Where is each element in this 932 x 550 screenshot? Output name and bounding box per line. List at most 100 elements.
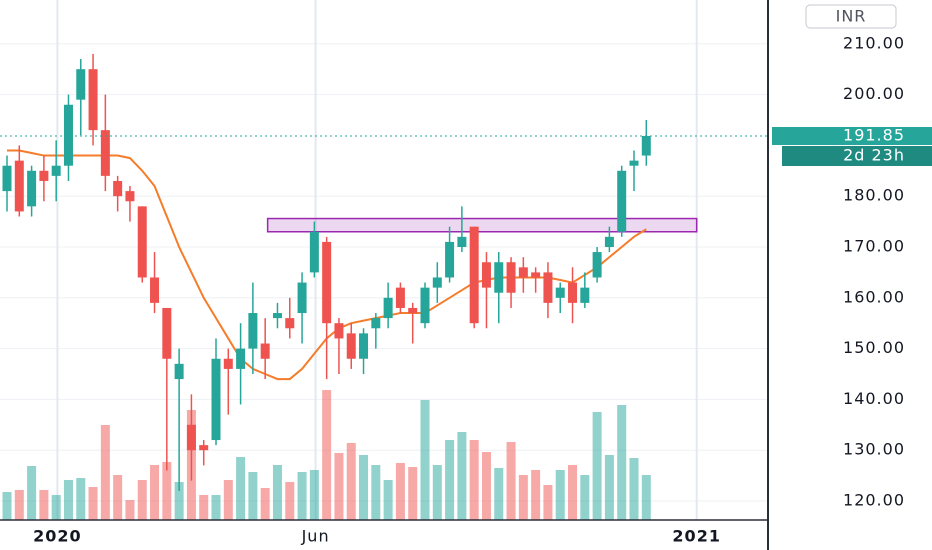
- candle-body: [125, 191, 135, 202]
- y-tick-label: 140.00: [843, 389, 905, 408]
- price-label-bg: [772, 126, 932, 145]
- candle-body: [555, 287, 565, 298]
- volume-bar: [629, 458, 639, 520]
- zone: [266, 217, 698, 233]
- volume-bar: [334, 453, 344, 520]
- volume-bar: [113, 475, 123, 520]
- volume-bar: [371, 465, 381, 520]
- volume-bar: [383, 480, 393, 520]
- candle-body: [359, 333, 369, 359]
- volume-bar: [88, 487, 98, 520]
- y-tick-label: 160.00: [843, 287, 905, 306]
- volume-bar: [63, 480, 73, 520]
- candle-body: [113, 180, 123, 197]
- y-tick-label: 120.00: [843, 491, 905, 510]
- countdown-bg: [782, 145, 932, 166]
- candle-body: [371, 318, 381, 329]
- price-label: 191.85: [843, 125, 905, 144]
- candle-body: [604, 236, 614, 247]
- currency: INR: [836, 7, 867, 26]
- candle-body: [76, 69, 86, 100]
- candle-body: [469, 226, 479, 324]
- volume-bar: [100, 425, 110, 520]
- volume-bar: [2, 492, 12, 520]
- volume-bar: [604, 455, 614, 520]
- volume-bar: [199, 495, 209, 520]
- x-tick-label: Jun: [301, 527, 330, 546]
- candle-body: [580, 287, 590, 303]
- volume-bar: [150, 465, 160, 520]
- x-tick-label: 2020: [33, 527, 82, 546]
- volume-bar: [543, 485, 553, 520]
- volume-bar: [408, 467, 418, 520]
- volume-bar: [14, 490, 24, 520]
- candle-body: [445, 241, 455, 278]
- candle-body: [494, 262, 504, 293]
- candle-body: [617, 170, 627, 232]
- candle-body: [285, 318, 295, 329]
- y-tick-label: 170.00: [843, 236, 905, 255]
- candle-body: [641, 135, 651, 156]
- candle-body: [297, 282, 307, 314]
- candle-body: [137, 206, 147, 278]
- volume-bar: [445, 440, 455, 520]
- y-tick-label: 200.00: [843, 84, 905, 103]
- countdown: 2d 23h: [843, 145, 905, 164]
- volume-bar: [531, 470, 541, 520]
- y-tick-label: 180.00: [843, 186, 905, 205]
- candle-body: [223, 358, 233, 369]
- volume-bar: [223, 480, 233, 520]
- candle-body: [568, 282, 578, 303]
- volume-bar: [420, 400, 430, 520]
- candle-body: [272, 313, 282, 319]
- candle-body: [211, 358, 221, 441]
- candle-body: [629, 160, 639, 166]
- volume-bar: [248, 472, 258, 520]
- axis-bg: [769, 0, 932, 550]
- candle-body: [100, 130, 110, 176]
- volume-bar: [395, 463, 405, 520]
- candle-body: [543, 272, 553, 303]
- candle-body: [27, 170, 37, 207]
- volume-bar: [469, 440, 479, 520]
- volume-bar: [346, 443, 356, 520]
- volume-bar: [568, 465, 578, 520]
- volume-bar: [457, 432, 467, 520]
- candle-body: [383, 297, 393, 319]
- candle-body: [39, 170, 49, 181]
- volume-bar: [162, 462, 172, 520]
- candle-body: [481, 262, 491, 288]
- candle-body: [432, 277, 442, 288]
- currency-box: [805, 4, 897, 29]
- volume-bar: [481, 452, 491, 520]
- candle-body: [346, 333, 356, 359]
- volume-bar: [174, 482, 184, 520]
- volume-bar: [432, 465, 442, 520]
- y-tick-label: 150.00: [843, 338, 905, 357]
- candle-body: [531, 272, 541, 278]
- volume-bar: [592, 412, 602, 520]
- volume-bar: [236, 457, 246, 520]
- candle-body: [236, 348, 246, 369]
- x-tick-label: 2021: [672, 527, 721, 546]
- volume-bar: [260, 488, 270, 520]
- candle-body: [408, 307, 418, 314]
- volume-bar: [211, 495, 221, 520]
- candle-body: [88, 69, 98, 131]
- candle-body: [309, 231, 319, 273]
- candle-body: [260, 343, 270, 359]
- volume-bar: [76, 478, 86, 520]
- volume-bar: [285, 482, 295, 520]
- volume-bar: [27, 466, 37, 520]
- volume-bar: [272, 465, 282, 520]
- volume-bar: [506, 442, 516, 520]
- volume-bar: [125, 500, 135, 520]
- candle-body: [150, 277, 160, 303]
- candle-body: [457, 236, 467, 247]
- candle-body: [186, 424, 196, 451]
- volume-bar: [555, 470, 565, 520]
- volume-bar: [359, 455, 369, 520]
- candle-body: [199, 445, 209, 451]
